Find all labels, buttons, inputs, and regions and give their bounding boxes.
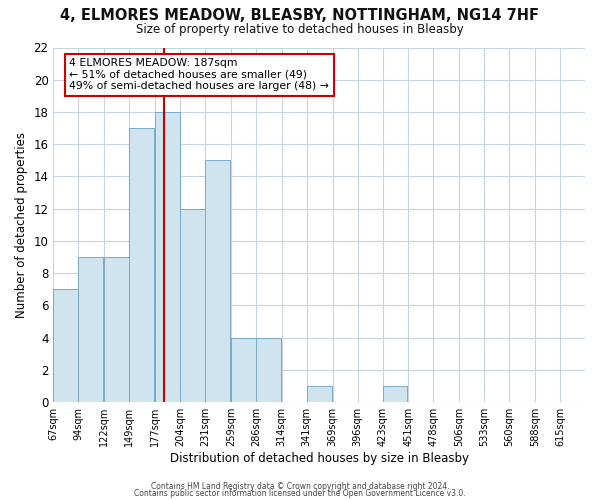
X-axis label: Distribution of detached houses by size in Bleasby: Distribution of detached houses by size … (170, 452, 469, 465)
Text: 4, ELMORES MEADOW, BLEASBY, NOTTINGHAM, NG14 7HF: 4, ELMORES MEADOW, BLEASBY, NOTTINGHAM, … (61, 8, 539, 22)
Y-axis label: Number of detached properties: Number of detached properties (15, 132, 28, 318)
Bar (307, 386, 332, 402)
Bar (180, 208, 205, 402)
Bar (129, 128, 154, 402)
Bar (104, 257, 129, 402)
Bar (231, 338, 256, 402)
Bar (79, 257, 103, 402)
Bar (205, 160, 230, 402)
Bar (383, 386, 407, 402)
Bar (155, 112, 180, 402)
Bar (53, 290, 79, 402)
Text: Contains HM Land Registry data © Crown copyright and database right 2024.: Contains HM Land Registry data © Crown c… (151, 482, 449, 491)
Text: Contains public sector information licensed under the Open Government Licence v3: Contains public sector information licen… (134, 489, 466, 498)
Text: Size of property relative to detached houses in Bleasby: Size of property relative to detached ho… (136, 22, 464, 36)
Bar (256, 338, 281, 402)
Text: 4 ELMORES MEADOW: 187sqm
← 51% of detached houses are smaller (49)
49% of semi-d: 4 ELMORES MEADOW: 187sqm ← 51% of detach… (70, 58, 329, 92)
